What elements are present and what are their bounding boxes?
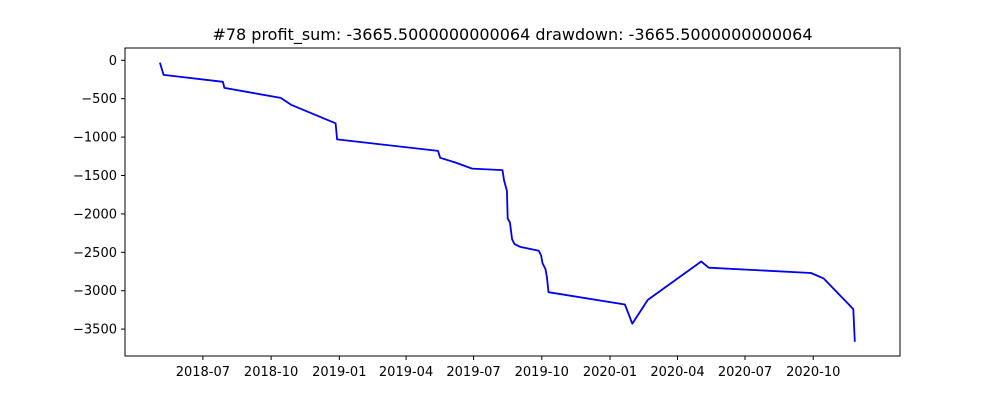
y-axis: 0 −500 −1000 −1500 −2000 −2500 −3000 −3500 — [73, 54, 125, 338]
y-tick-label: −1000 — [73, 131, 117, 146]
y-tick-label: −2500 — [73, 246, 117, 261]
x-tick-label: 2019-04 — [379, 365, 433, 380]
x-tick-label: 2018-10 — [244, 365, 298, 380]
chart-title: #78 profit_sum: -3665.5000000000064 draw… — [212, 25, 812, 45]
series-layer — [159, 62, 856, 342]
x-tick-label: 2020-07 — [718, 365, 772, 380]
y-tick-label: −500 — [81, 92, 117, 107]
x-axis: 2018-07 2018-10 2019-01 2019-04 2019-07 2019-… — [176, 356, 840, 380]
x-tick-label: 2019-01 — [312, 365, 366, 380]
x-tick-label: 2018-07 — [176, 365, 230, 380]
y-tick-label: −3000 — [73, 284, 117, 299]
y-tick-label: 0 — [109, 54, 117, 69]
x-tick-label: 2020-04 — [650, 365, 704, 380]
x-tick-label: 2020-10 — [786, 365, 840, 380]
x-tick-label: 2019-10 — [515, 365, 569, 380]
y-tick-label: −2000 — [73, 207, 117, 222]
series-line — [159, 62, 856, 342]
plot-area-frame — [124, 47, 901, 357]
x-tick-label: 2019-07 — [446, 365, 500, 380]
y-tick-label: −3500 — [73, 323, 117, 338]
y-tick-label: −1500 — [73, 169, 117, 184]
x-tick-label: 2020-01 — [583, 365, 637, 380]
